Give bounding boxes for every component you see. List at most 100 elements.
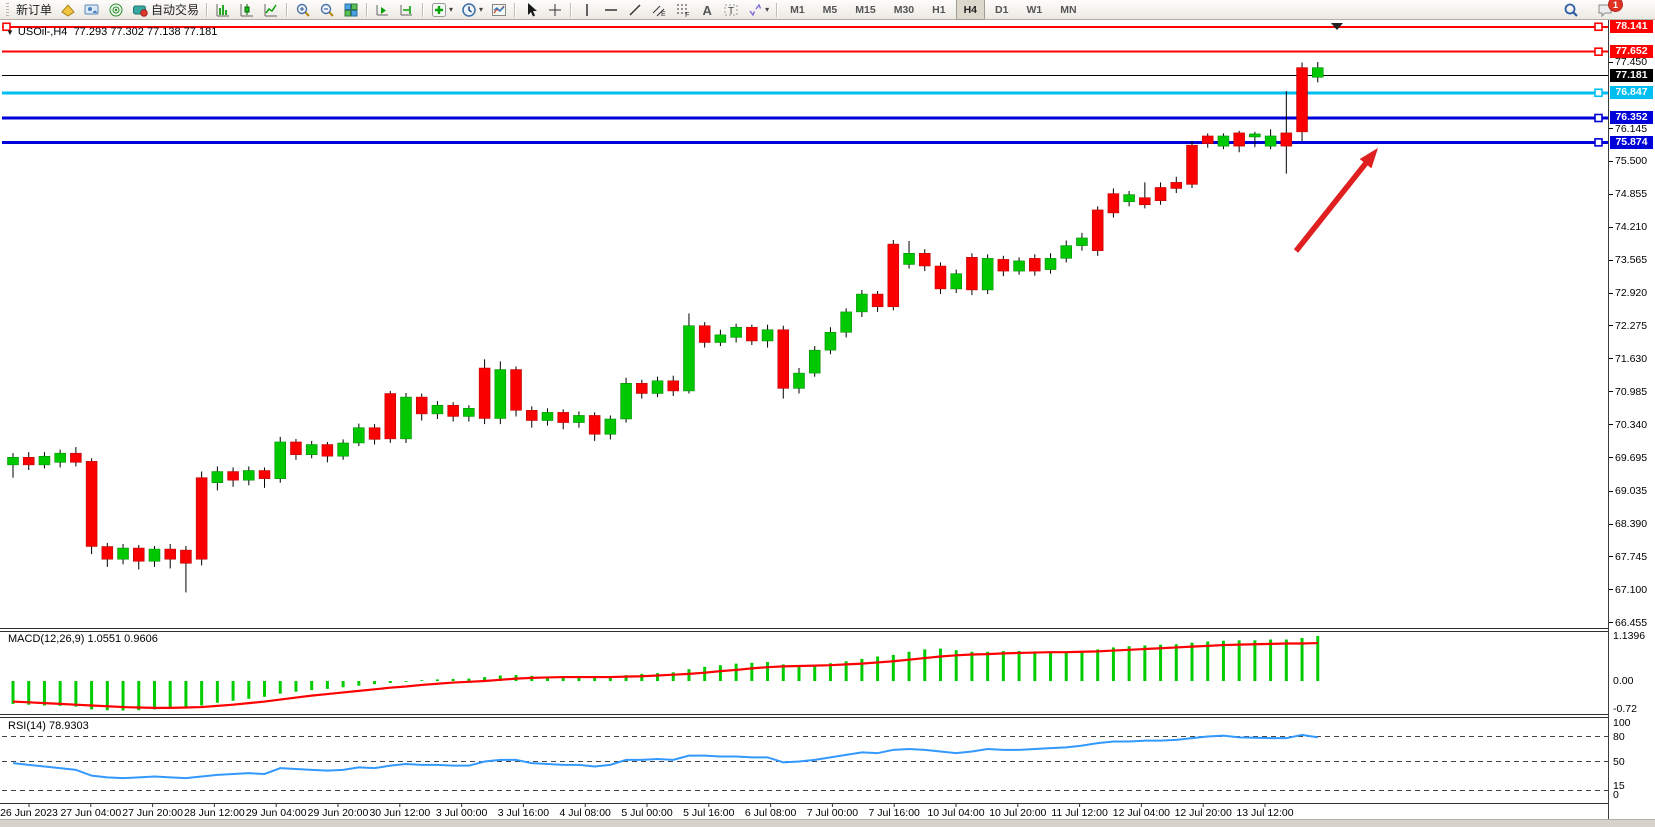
- autotrading-button[interactable]: 自动交易: [129, 1, 202, 18]
- timeframe-w1-button[interactable]: W1: [1026, 3, 1043, 16]
- candle-body: [447, 404, 459, 417]
- time-axis[interactable]: 26 Jun 2023 27 Jun 04:00 27 Jun 20:00 28 Ju…: [0, 803, 1294, 819]
- candle-body: [353, 427, 365, 444]
- fibonacci-button[interactable]: F: [672, 1, 694, 18]
- line-handle-icon[interactable]: [1594, 22, 1603, 32]
- timeframe-m30-button[interactable]: M30: [893, 3, 915, 16]
- svg-text:A: A: [703, 3, 713, 18]
- zoom-in-button[interactable]: [292, 1, 314, 18]
- candle-body: [305, 444, 318, 455]
- cursor-button[interactable]: [520, 1, 542, 18]
- chart-canvas[interactable]: 26 Jun 2023 27 Jun 04:00 27 Jun 20:00 28 Ju…: [0, 20, 1608, 819]
- price-tick-mark: [1609, 259, 1613, 261]
- candle-body: [557, 412, 569, 423]
- line-handle-icon[interactable]: [1594, 47, 1603, 56]
- terminal-button[interactable]: [81, 1, 103, 18]
- new-order-button[interactable]: 新订单: [16, 3, 53, 17]
- svg-text:F: F: [685, 12, 689, 18]
- chevron-down-icon[interactable]: ▾: [765, 5, 770, 14]
- zoom-in-icon: [296, 3, 310, 17]
- arrow-annotation[interactable]: [1293, 155, 1373, 253]
- time-label: 7 Jul 00:00: [807, 807, 859, 819]
- candle-body: [368, 427, 381, 440]
- collapse-subwindow-icon[interactable]: ▼: [6, 28, 14, 37]
- timeframe-m15-button[interactable]: M15: [855, 3, 876, 16]
- navigator-button[interactable]: [57, 1, 79, 18]
- candle-body: [54, 452, 66, 463]
- toolbar-separator: [776, 2, 779, 17]
- indicators-button[interactable]: ▾: [428, 1, 456, 18]
- candle-body: [667, 380, 679, 392]
- time-label: 3 Jul 16:00: [498, 807, 550, 819]
- arrow-annotation-head[interactable]: [1359, 148, 1378, 169]
- candle-body: [7, 457, 19, 466]
- line-handle-icon[interactable]: [1594, 88, 1603, 98]
- price-tick-mark: [1609, 391, 1613, 393]
- trendline-button[interactable]: [624, 1, 646, 18]
- horizontal-line-icon: [605, 8, 618, 11]
- text-button[interactable]: A: [696, 1, 718, 18]
- candle-body: [415, 396, 428, 415]
- price-tick-label: 67.745: [1615, 550, 1648, 563]
- candlestick-chart-button[interactable]: [236, 1, 258, 18]
- timeframe-h4-button[interactable]: H4: [955, 0, 986, 20]
- notifications-button[interactable]: 1: [1594, 0, 1623, 18]
- signals-button[interactable]: [105, 1, 127, 18]
- chart-shift-button[interactable]: [396, 1, 418, 18]
- candle-body: [698, 325, 711, 343]
- line-handle-icon[interactable]: [2, 22, 11, 32]
- templates-button[interactable]: [488, 1, 510, 18]
- toolbar-separator: [366, 2, 369, 17]
- timeframe-h1-button[interactable]: H1: [932, 3, 946, 16]
- time-label: 13 Jul 12:00: [1236, 807, 1293, 819]
- price-tick-mark: [1609, 160, 1613, 162]
- line-handle-icon[interactable]: [1594, 138, 1603, 147]
- candle-body: [761, 329, 774, 342]
- periods-button[interactable]: ▾: [458, 1, 486, 18]
- time-label: 12 Jul 20:00: [1175, 807, 1232, 819]
- line-price-label: 78.141: [1610, 20, 1653, 34]
- candle-body: [180, 549, 192, 564]
- horizontal-line-button[interactable]: [600, 1, 622, 18]
- bar-chart-button[interactable]: [212, 1, 234, 18]
- crosshair-button[interactable]: [544, 1, 566, 18]
- price-tick-label: 66.455: [1615, 616, 1648, 629]
- time-label: 26 Jun 2023: [0, 807, 58, 819]
- search-button[interactable]: [1560, 1, 1582, 18]
- label-button[interactable]: T: [720, 1, 742, 18]
- timeframe-m1-button[interactable]: M1: [790, 3, 805, 16]
- candle-body: [808, 349, 821, 374]
- timeframe-mn-button[interactable]: MN: [1060, 3, 1077, 16]
- candlestick-chart-icon: [240, 3, 254, 16]
- line-chart-button[interactable]: [260, 1, 282, 18]
- candle-body: [1170, 182, 1183, 189]
- timeframe-d1-button[interactable]: D1: [995, 3, 1009, 16]
- chevron-down-icon[interactable]: ▾: [479, 5, 484, 14]
- vertical-line-button[interactable]: [576, 1, 598, 18]
- search-icon: [1564, 3, 1578, 17]
- arrows-button[interactable]: ▾: [744, 1, 772, 18]
- chevron-down-icon[interactable]: ▾: [449, 5, 454, 14]
- tile-windows-button[interactable]: [340, 1, 362, 18]
- candle-body: [1233, 132, 1245, 147]
- macd-signal-line: [12, 641, 1318, 709]
- candle-body: [1217, 135, 1230, 147]
- candle-body: [526, 410, 538, 421]
- chart-shift-marker-icon[interactable]: [1331, 23, 1343, 30]
- price-tick-mark: [1609, 325, 1613, 327]
- candle-body: [321, 444, 334, 457]
- channel-button[interactable]: E: [648, 1, 670, 18]
- timeframe-m5-button[interactable]: M5: [822, 3, 838, 16]
- toolbar-grip[interactable]: [6, 2, 9, 17]
- candle-body: [38, 455, 51, 466]
- line-handle-icon[interactable]: [1594, 113, 1603, 123]
- candle-body: [651, 380, 664, 394]
- candle-body: [1091, 209, 1104, 251]
- time-label: 12 Jul 04:00: [1113, 807, 1170, 819]
- candle-body: [463, 408, 475, 417]
- auto-scroll-button[interactable]: [372, 1, 394, 18]
- candle-body: [431, 404, 444, 415]
- price-tick-mark: [1609, 523, 1613, 525]
- zoom-out-button[interactable]: [316, 1, 338, 18]
- line-price-label: 75.874: [1610, 135, 1653, 149]
